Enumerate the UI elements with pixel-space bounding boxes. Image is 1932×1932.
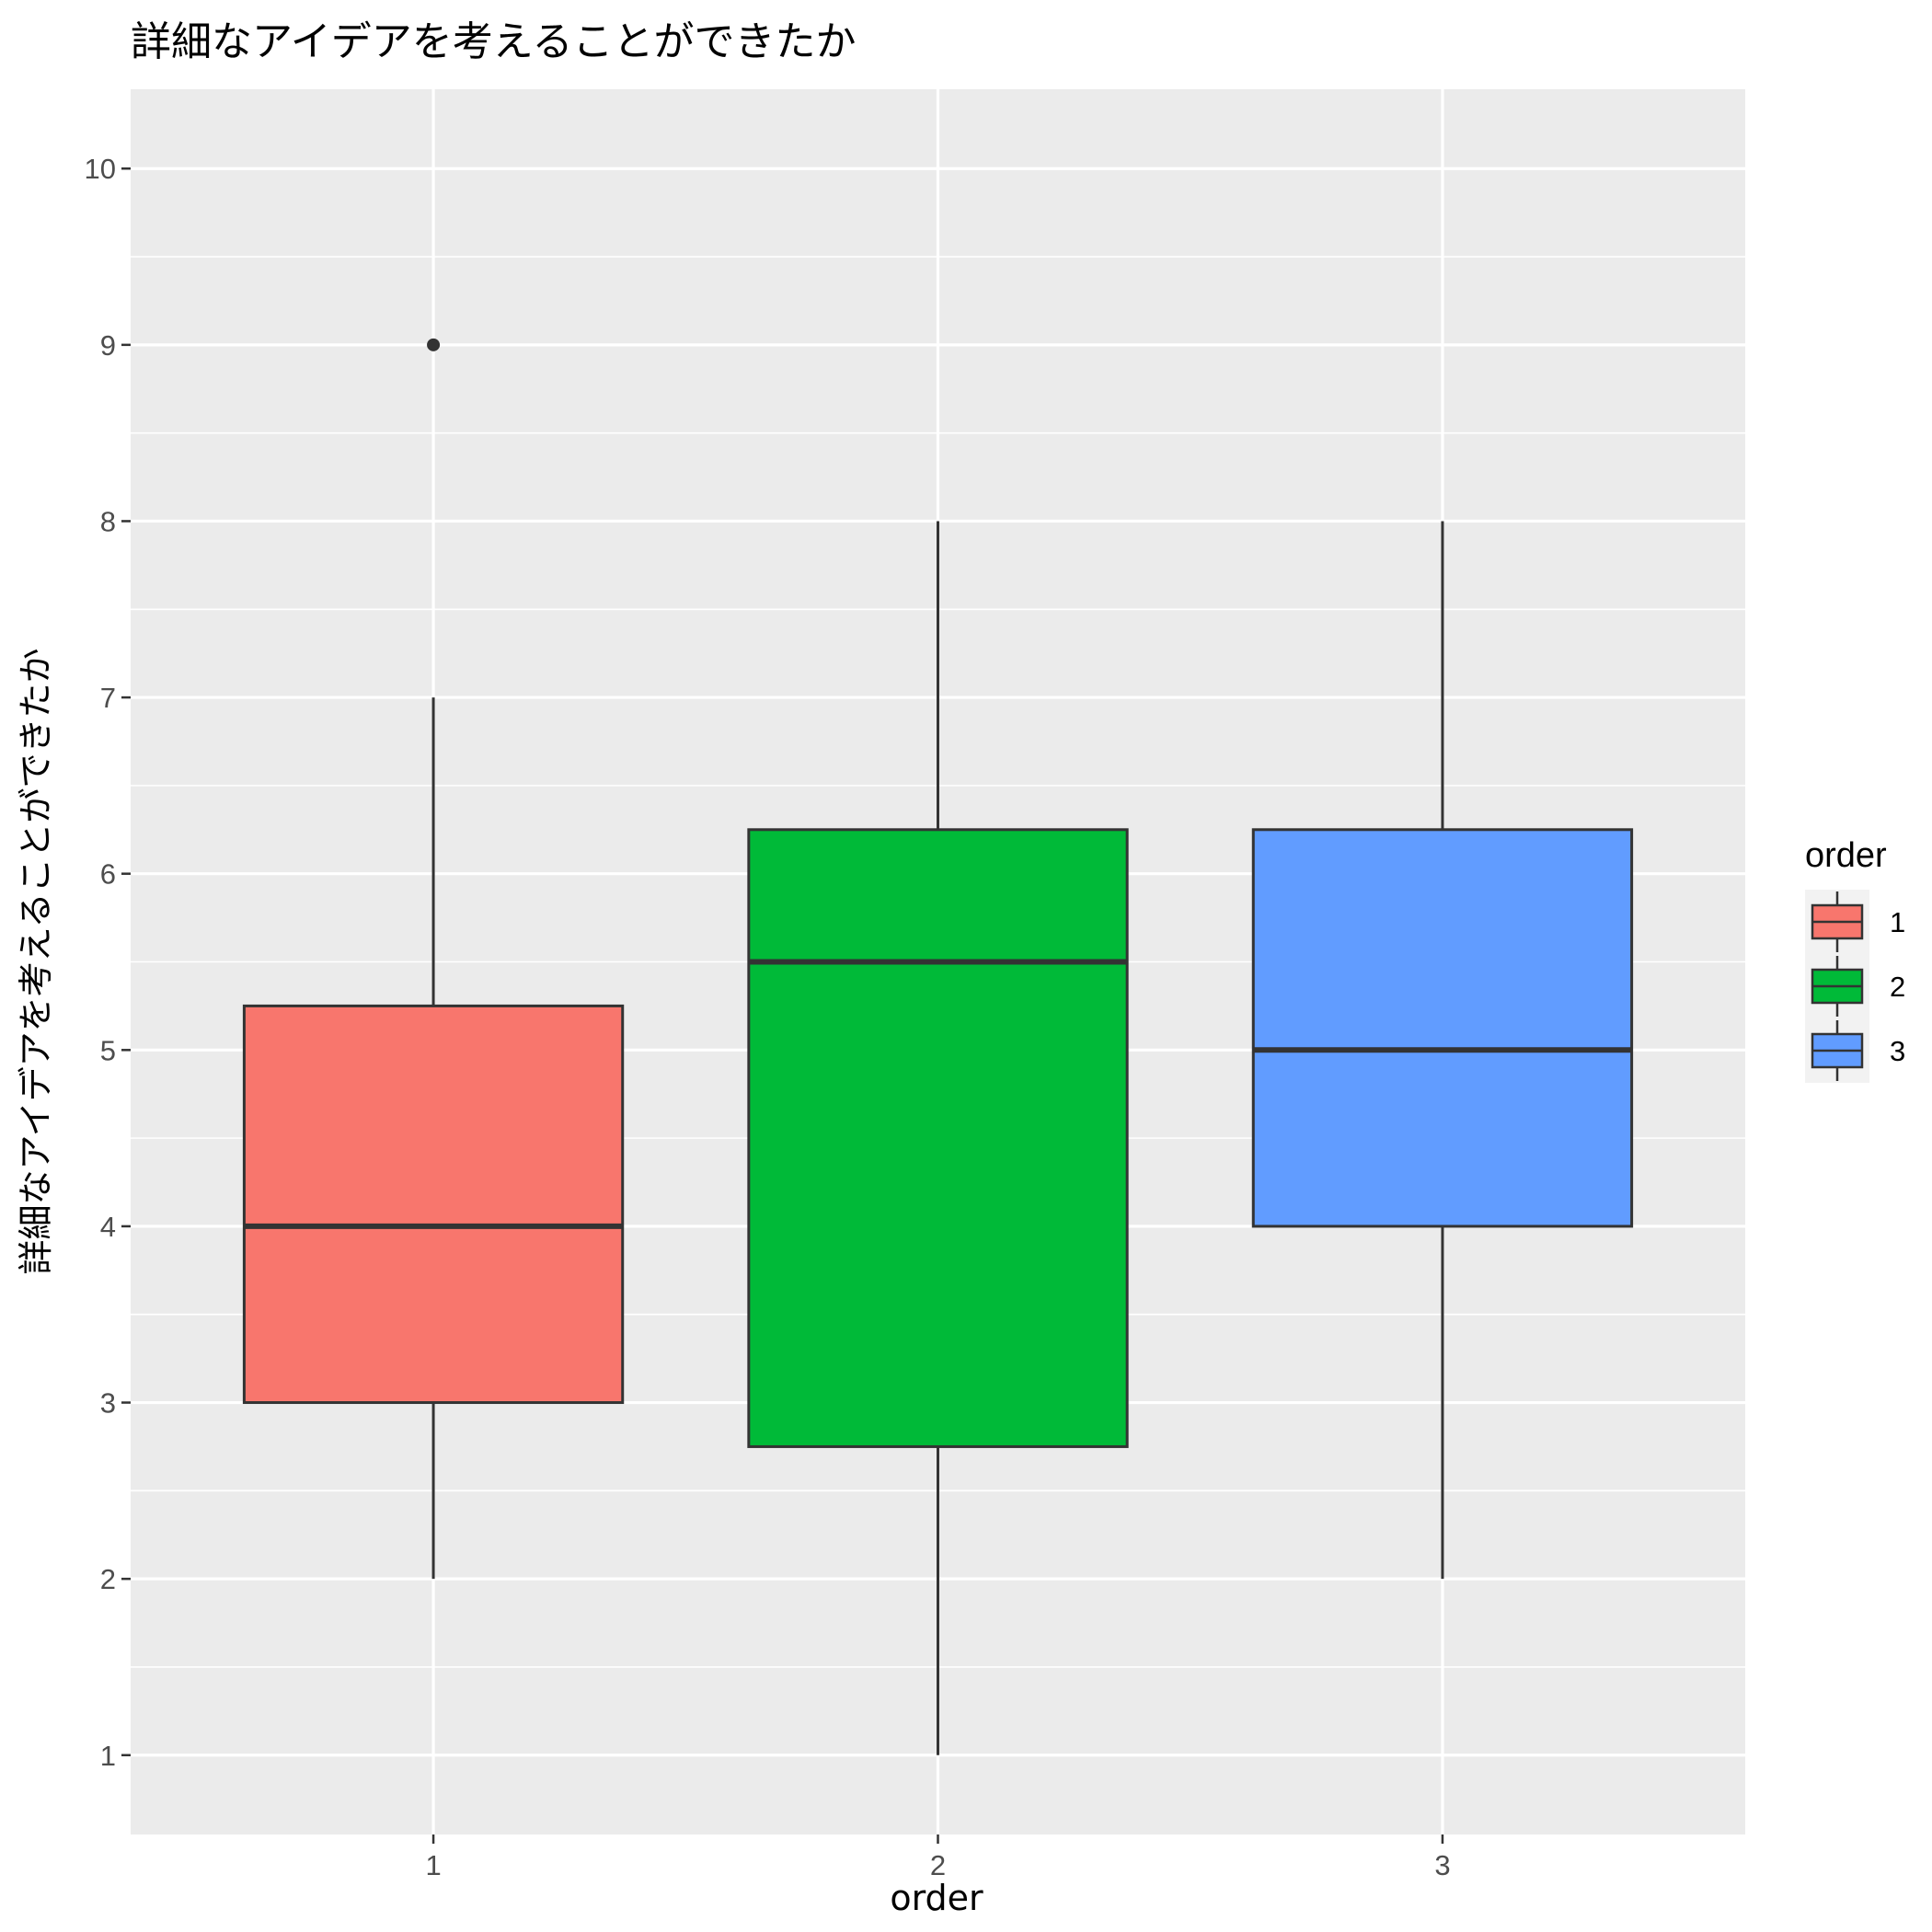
y-tick-label: 2 (100, 1563, 116, 1595)
legend-label: 1 (1890, 906, 1905, 938)
y-tick-label: 7 (100, 682, 116, 714)
y-tick-label: 4 (100, 1211, 116, 1243)
box (242, 1004, 625, 1405)
y-tick-label: 8 (100, 505, 116, 537)
y-tick-label: 1 (100, 1740, 116, 1772)
x-axis-title: order (890, 1878, 983, 1918)
box-group-3 (1251, 521, 1634, 1580)
legend-keys: 1 2 3 (1805, 890, 1905, 1083)
legend-key-2: 2 (1811, 956, 1905, 1017)
box (747, 828, 1129, 1448)
y-tick-label: 5 (100, 1034, 116, 1066)
legend-key-3: 3 (1811, 1020, 1905, 1081)
outlier-point (427, 338, 441, 351)
legend-label: 2 (1890, 971, 1905, 1003)
y-axis-title: 詳細なアイデアを考えることができたか (16, 649, 56, 1275)
x-tick-label: 2 (930, 1849, 946, 1881)
y-tick-label: 6 (100, 858, 116, 891)
box (1251, 828, 1634, 1228)
box-group-2 (747, 521, 1129, 1755)
x-tick-label: 1 (425, 1849, 441, 1881)
y-tick-label: 9 (100, 329, 116, 362)
y-tick-label: 10 (85, 153, 116, 185)
boxes-layer (242, 338, 1634, 1755)
x-axis: 1 2 3 (425, 1834, 1451, 1881)
legend-key-1: 1 (1811, 891, 1905, 952)
y-tick-label: 3 (100, 1387, 116, 1420)
box-group-1 (242, 338, 625, 1580)
y-axis: 1 2 3 4 5 6 7 8 9 10 (85, 153, 131, 1772)
chart-title: 詳細なアイデアを考えることができたか (131, 18, 856, 65)
legend: order 1 2 3 (1805, 836, 1905, 1083)
legend-title: order (1805, 836, 1887, 875)
x-tick-label: 3 (1434, 1849, 1450, 1881)
legend-label: 3 (1890, 1035, 1905, 1067)
